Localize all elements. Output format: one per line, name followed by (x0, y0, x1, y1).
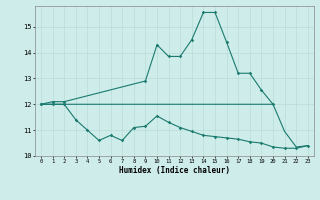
X-axis label: Humidex (Indice chaleur): Humidex (Indice chaleur) (119, 166, 230, 175)
